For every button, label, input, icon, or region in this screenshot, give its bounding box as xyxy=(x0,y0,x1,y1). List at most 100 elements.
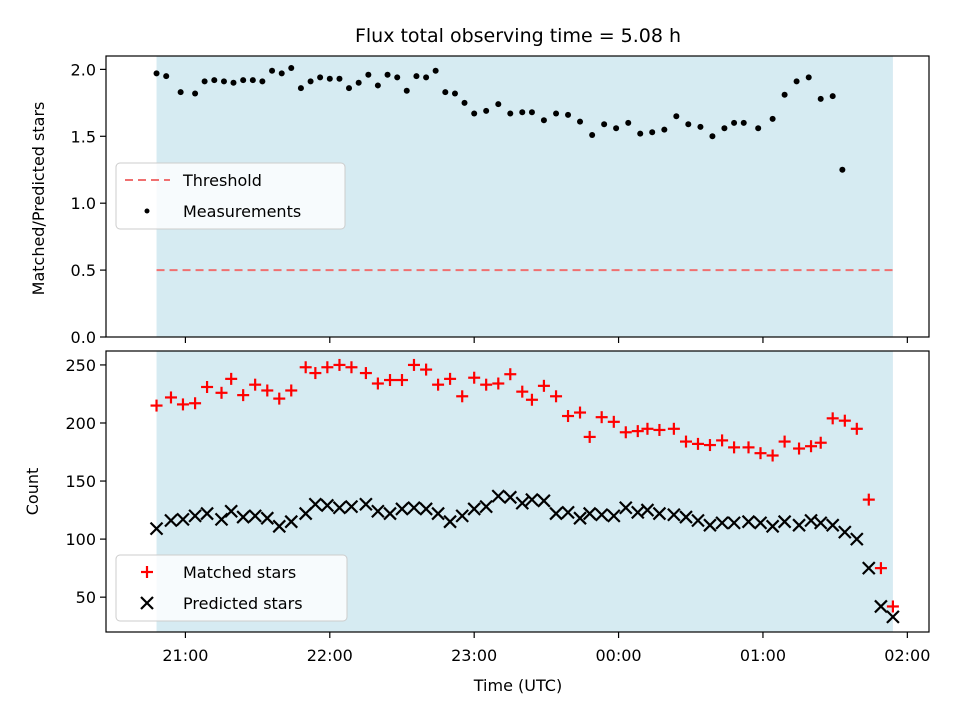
matched-star-point xyxy=(619,426,632,439)
matched-star-point xyxy=(679,435,692,448)
measurement-point xyxy=(384,71,391,78)
predicted-star-point xyxy=(467,502,481,516)
matched-star-point xyxy=(215,386,228,399)
top-y-axis-label: Matched/Predicted stars xyxy=(29,102,48,296)
legend-predicted-label: Predicted stars xyxy=(183,594,303,613)
matched-star-point xyxy=(432,378,445,391)
measurement-point xyxy=(649,129,656,136)
predicted-star-point xyxy=(224,504,238,519)
measurement-point xyxy=(211,77,218,84)
matched-star-point xyxy=(395,374,408,387)
bottom-x-ticks: 21:00 22:00 23:00 00:00 01:00 02:00 xyxy=(162,632,930,665)
measurement-point xyxy=(755,125,762,132)
matched-star-point xyxy=(249,378,262,391)
top-ytick-label: 1.5 xyxy=(71,127,96,146)
matched-star-point xyxy=(150,399,163,412)
predicted-star-point xyxy=(727,516,741,530)
measurement-points xyxy=(153,65,846,173)
predicted-star-point xyxy=(862,561,876,575)
measurement-point xyxy=(740,119,747,126)
matched-star-point xyxy=(574,406,587,419)
predicted-star-point xyxy=(753,516,768,530)
measurement-point xyxy=(461,99,468,106)
predicted-star-point xyxy=(640,503,655,517)
matched-star-point xyxy=(420,363,433,376)
measurement-point xyxy=(565,111,572,118)
predicted-star-point xyxy=(525,492,539,507)
predicted-star-point xyxy=(765,519,780,534)
measurement-point xyxy=(781,91,788,98)
measurement-point xyxy=(471,110,478,117)
predicted-star-point xyxy=(260,511,275,525)
matched-star-point xyxy=(886,600,899,613)
predicted-star-point xyxy=(777,514,792,529)
predicted-star-point xyxy=(582,506,597,521)
predicted-star-point xyxy=(383,506,397,521)
matched-star-point xyxy=(793,442,806,455)
xtick-label: 00:00 xyxy=(596,646,642,665)
measurement-point xyxy=(483,107,490,114)
matched-star-point xyxy=(444,372,457,385)
predicted-star-point xyxy=(607,509,621,523)
matched-star-point xyxy=(164,391,177,404)
predicted-star-point xyxy=(691,513,705,528)
measurement-point xyxy=(540,117,547,124)
predicted-star-point xyxy=(371,504,385,519)
measurement-point xyxy=(346,85,353,92)
measurement-point xyxy=(153,70,160,77)
matched-star-point xyxy=(703,439,716,452)
matched-star-point xyxy=(754,447,767,460)
legend-measurements-label: Measurements xyxy=(183,202,301,221)
measurement-point xyxy=(336,75,343,82)
predicted-star-point xyxy=(236,510,250,524)
matched-star-point xyxy=(456,390,469,403)
predicted-star-point xyxy=(619,500,633,515)
predicted-star-point xyxy=(813,516,828,530)
predicted-star-point xyxy=(886,610,900,624)
matched-star-point xyxy=(607,415,620,428)
measurement-point xyxy=(240,77,247,84)
legend-matched-label: Matched stars xyxy=(183,563,296,582)
measurement-point xyxy=(278,70,285,77)
matched-star-point xyxy=(595,411,608,424)
matched-star-point xyxy=(778,435,791,448)
predicted-star-point xyxy=(594,507,609,522)
matched-star-point xyxy=(285,384,298,397)
measurement-point xyxy=(259,78,266,85)
measurement-point xyxy=(601,121,608,128)
matched-star-point xyxy=(480,378,493,391)
matched-star-point xyxy=(359,367,372,380)
top-panel: 0.00.51.01.52.0 Matched/Predicted stars … xyxy=(29,55,930,347)
chart-title: Flux total observing time = 5.08 h xyxy=(355,25,681,47)
measurement-point xyxy=(685,121,692,128)
matched-star-point xyxy=(468,371,481,384)
top-ytick-label: 0.5 xyxy=(71,261,96,280)
top-legend-box xyxy=(115,162,346,230)
measurement-point xyxy=(288,65,295,72)
matched-star-point xyxy=(862,493,875,506)
measurement-point xyxy=(793,78,800,85)
predicted-star-point xyxy=(573,511,587,525)
measurement-point xyxy=(839,166,846,173)
bottom-ytick-label: 150 xyxy=(65,472,96,491)
legend-measurements-swatch xyxy=(144,208,150,214)
measurement-point xyxy=(394,74,401,81)
top-ytick-label: 1.0 xyxy=(71,194,96,213)
predicted-star-point xyxy=(248,509,262,523)
predicted-star-point xyxy=(549,506,563,521)
matched-star-point xyxy=(516,385,529,398)
measurement-point xyxy=(423,74,430,81)
top-legend: Threshold Measurements xyxy=(115,162,346,230)
matched-star-point xyxy=(189,397,202,410)
matched-star-point xyxy=(641,422,654,435)
matched-star-point xyxy=(826,412,839,425)
measurement-point xyxy=(817,95,824,102)
predicted-star-point xyxy=(703,518,717,532)
bottom-ytick-label: 200 xyxy=(65,414,96,433)
matched-star-point xyxy=(407,358,420,371)
predicted-star-point xyxy=(344,499,359,514)
bottom-ytick-label: 250 xyxy=(65,356,96,375)
measurement-point xyxy=(192,90,199,97)
measurement-point xyxy=(721,125,728,132)
predicted-star-point xyxy=(825,518,840,532)
